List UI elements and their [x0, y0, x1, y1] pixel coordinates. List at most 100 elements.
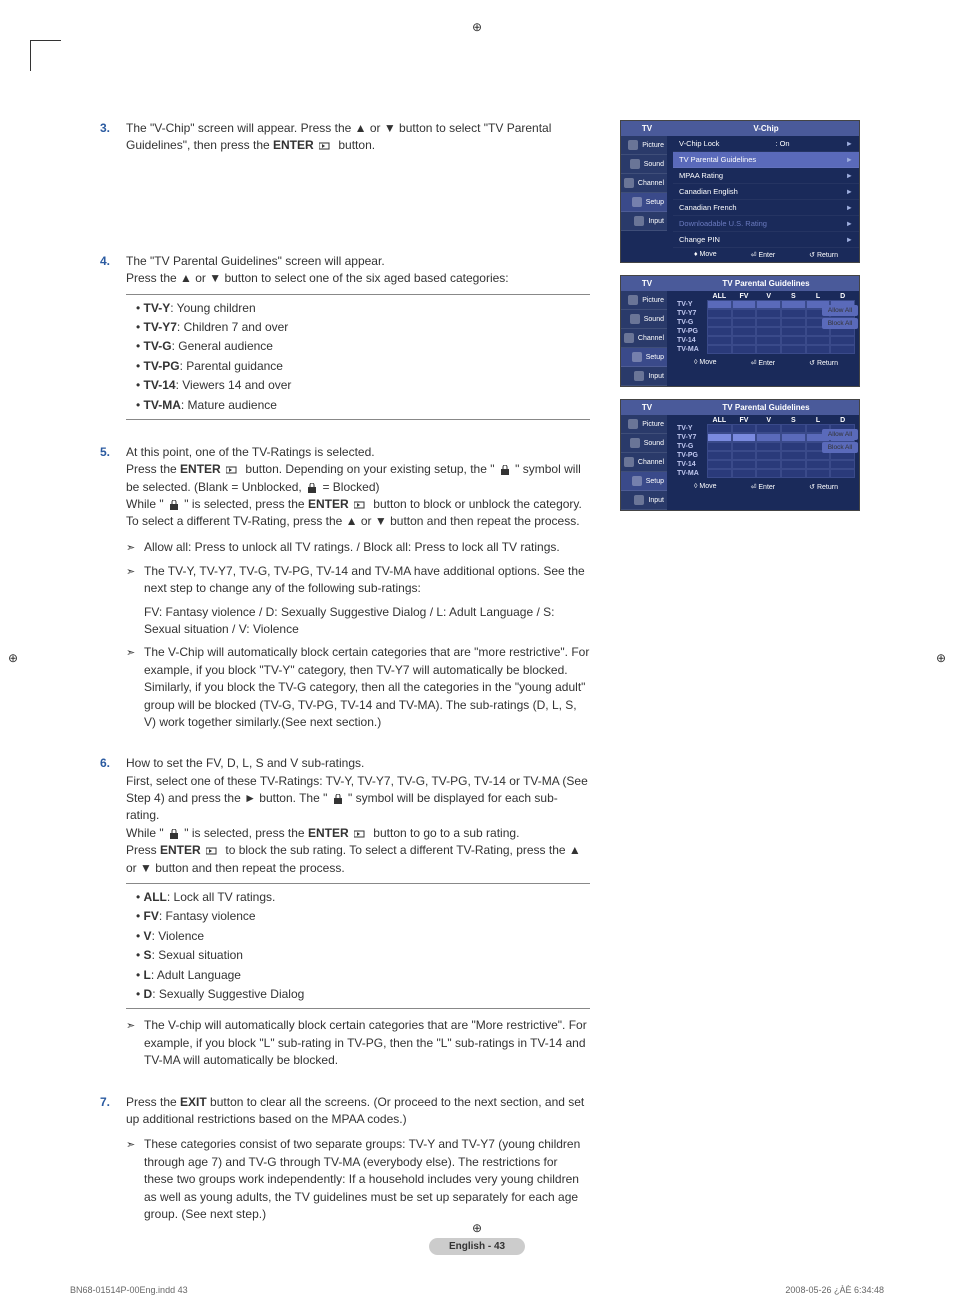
arrow-icon: [126, 644, 140, 731]
menu-row: Canadian English►: [673, 184, 859, 200]
grid-cell: [756, 433, 781, 442]
block-all-button: Block All: [822, 442, 858, 453]
grid-cell: [707, 451, 732, 460]
grid-cell: [707, 424, 732, 433]
list-item: ALL: Lock all TV ratings.: [136, 888, 590, 907]
footer-hint: ◊ Move: [694, 483, 717, 491]
sidebar-label: Input: [648, 497, 664, 504]
menu-row: V-Chip Lock: On►: [673, 136, 859, 152]
text: Press the ▲ or ▼ button to select one of…: [126, 270, 590, 287]
sidebar-label: Channel: [638, 335, 664, 342]
notes: Allow all: Press to unlock all TV rating…: [126, 539, 590, 731]
text: button to go to a sub rating.: [373, 826, 519, 840]
row-label: MPAA Rating: [679, 171, 723, 180]
text: Press the: [126, 462, 180, 476]
grid-cell: [732, 442, 757, 451]
grid-cell: [732, 327, 757, 336]
sidebar-label: Sound: [644, 161, 664, 168]
grid-cell: [707, 300, 732, 309]
row-label: V-Chip Lock: [679, 139, 719, 148]
menu-row: MPAA Rating►: [673, 168, 859, 184]
row-label: TV-Y7: [677, 434, 707, 441]
sidebar-label: Sound: [644, 440, 664, 447]
picture-icon: [628, 140, 638, 150]
enter-label: ENTER: [308, 497, 349, 511]
sidebar-label: Picture: [642, 297, 664, 304]
rating-key: D: [144, 987, 153, 1001]
enter-label: ENTER: [308, 826, 349, 840]
sidebar-label: Setup: [646, 354, 664, 361]
list-item: TV-PG: Parental guidance: [136, 357, 590, 376]
grid-cell: [732, 300, 757, 309]
arrow-icon: ►: [846, 219, 853, 228]
rating-key: TV-PG: [144, 359, 180, 373]
menu-footer: ◊ Move ⏎ Enter ↺ Return: [673, 480, 859, 494]
sidebar-item: Channel: [621, 453, 667, 472]
sidebar-item: Input: [621, 491, 667, 510]
step-number: 5.: [100, 444, 116, 737]
sidebar-label: Channel: [638, 180, 664, 187]
text: button. Depending on your existing setup…: [245, 462, 497, 476]
note-text: Allow all: Press to unlock all TV rating…: [144, 539, 560, 557]
text: At this point, one of the TV-Ratings is …: [126, 444, 590, 461]
arrow-icon: [126, 539, 140, 557]
grid-cell: [756, 309, 781, 318]
menu-main: TV Parental Guidelines ALL FV V S L D: [673, 400, 859, 510]
grid-header: ALL FV V S L D: [677, 293, 855, 300]
menu-title: V-Chip: [673, 121, 859, 136]
picture-icon: [628, 419, 638, 429]
grid-cell: [707, 345, 732, 354]
hint-label: Return: [817, 360, 838, 367]
sidebar-item: Picture: [621, 415, 667, 434]
vchip-menu-screenshot: TV Picture Sound Channel Setup Input V-C…: [620, 120, 860, 263]
grid-cell: [756, 460, 781, 469]
sidebar-item: Setup: [621, 193, 667, 212]
rating-key: TV-G: [144, 339, 172, 353]
lock-icon: [333, 794, 343, 804]
menu-header-left: TV: [621, 276, 673, 291]
rating-key: TV-Y: [144, 301, 171, 315]
grid-cell: [707, 433, 732, 442]
footer-hint: ↺ Return: [809, 359, 838, 367]
text: Press ENTER to block the sub rating. To …: [126, 842, 590, 877]
enter-icon: [206, 846, 220, 856]
channel-icon: [624, 178, 634, 188]
grid-cell: [707, 469, 732, 478]
rating-list: TV-Y: Young children TV-Y7: Children 7 a…: [126, 294, 590, 420]
hint-label: Move: [700, 251, 717, 258]
page-footer: English - 43: [0, 1238, 954, 1255]
lock-icon: [169, 829, 179, 839]
exit-label: EXIT: [180, 1095, 207, 1109]
col-label: V: [756, 293, 781, 300]
menu-row: Change PIN►: [673, 232, 859, 248]
row-label: Canadian English: [679, 187, 738, 196]
grid-cell: [781, 309, 806, 318]
text: The "TV Parental Guidelines" screen will…: [126, 253, 590, 270]
row-label: Canadian French: [679, 203, 737, 212]
hint-label: Move: [699, 483, 716, 490]
rating-desc: : General audience: [172, 339, 273, 353]
grid-cell: [756, 336, 781, 345]
hint-label: Enter: [758, 252, 775, 259]
menu-sidebar: Picture Sound Channel Setup Input: [621, 291, 667, 386]
screenshots-column: TV Picture Sound Channel Setup Input V-C…: [620, 120, 860, 1247]
block-all-button: Block All: [822, 318, 858, 329]
grid-cell: [707, 336, 732, 345]
sidebar-label: Picture: [642, 421, 664, 428]
list-item: TV-Y: Young children: [136, 299, 590, 318]
menu-main: V-Chip V-Chip Lock: On► TV Parental Guid…: [673, 121, 859, 262]
print-timestamp: 2008-05-26 ¿ÀÈ 6:34:48: [785, 1285, 884, 1295]
allow-all-button: Allow All: [822, 429, 858, 440]
text: How to set the FV, D, L, S and V sub-rat…: [126, 755, 590, 772]
enter-label: ENTER: [160, 843, 201, 857]
step-4: 4. The "TV Parental Guidelines" screen w…: [100, 253, 590, 426]
row-label: Downloadable U.S. Rating: [679, 219, 767, 228]
sidebar-item: Channel: [621, 329, 667, 348]
rating-desc: : Lock all TV ratings.: [167, 890, 276, 904]
enter-icon: [226, 465, 240, 475]
guidelines-menu-screenshot-2: TV Picture Sound Channel Setup Input TV …: [620, 399, 860, 511]
note: Allow all: Press to unlock all TV rating…: [126, 539, 590, 557]
sidebar-label: Setup: [646, 478, 664, 485]
row-value: : On: [775, 139, 789, 148]
channel-icon: [624, 333, 634, 343]
